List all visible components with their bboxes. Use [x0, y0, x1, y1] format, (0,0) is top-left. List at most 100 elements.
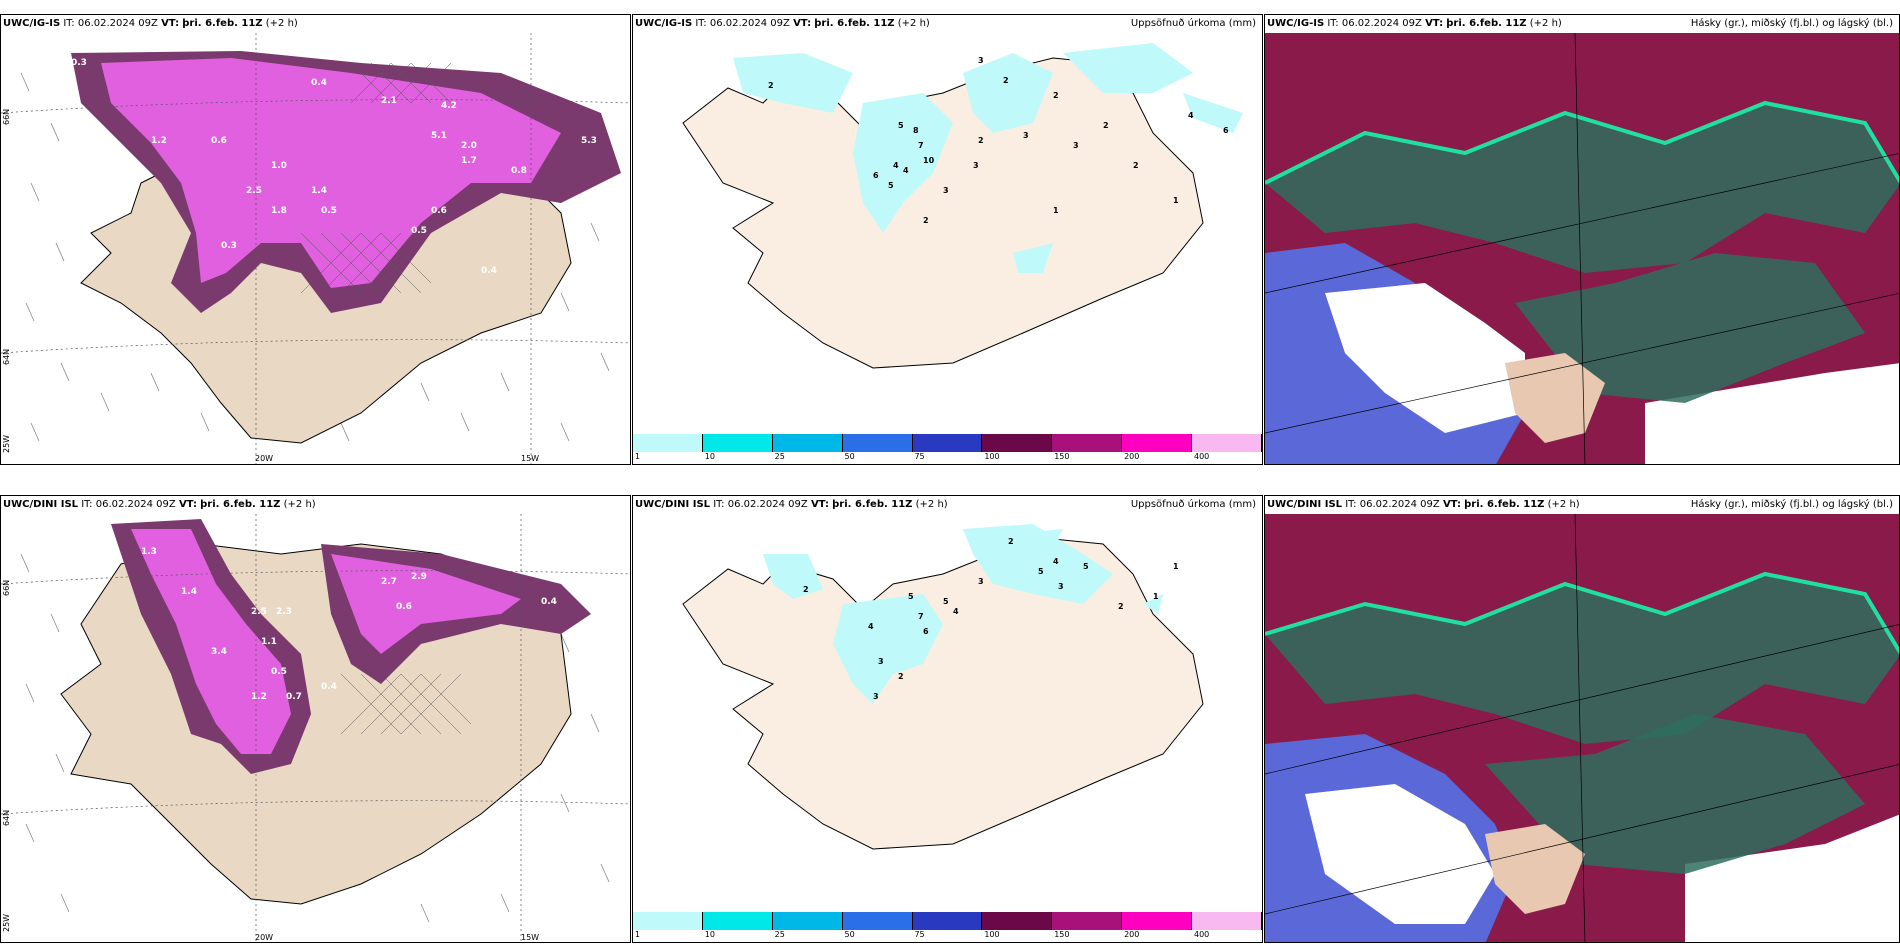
precip-areas	[763, 524, 1163, 704]
precip-label: 4	[893, 161, 899, 170]
colorbar-labels: 1 10 25 50 75 100 150 200 400	[633, 452, 1262, 464]
snow-band-bright	[131, 529, 291, 754]
snow-label: 5.1	[431, 131, 447, 141]
precip-label: 4	[1053, 557, 1059, 566]
precip-label: 3	[943, 186, 949, 195]
snow-label: 2.1	[381, 96, 397, 106]
mid-clouds	[1485, 714, 1865, 874]
precip-label: 5	[898, 121, 904, 130]
colorbar-tick-label: 50	[844, 930, 855, 939]
graticule	[1, 514, 630, 942]
precip-areas	[733, 43, 1243, 273]
lon-label-25: 25W	[2, 914, 11, 932]
graticule	[1265, 514, 1899, 942]
colorbar-tick-label: 100	[984, 452, 1000, 461]
colorbar-tick-label: 75	[914, 452, 925, 461]
snow-label: 4.2	[441, 101, 457, 111]
snow-label: 1.7	[461, 156, 477, 166]
panel-clouds-top: UWC/IG-IS IT: 06.02.2024 09Z VT: þri. 6.…	[1264, 14, 1900, 465]
precip-label: 1	[1173, 562, 1179, 571]
panel-clouds-bottom: UWC/DINI ISL IT: 06.02.2024 09Z VT: þri.…	[1264, 495, 1900, 943]
snow-label: 2.3	[276, 607, 292, 617]
land-visible	[1505, 353, 1605, 443]
precip-label: 2	[978, 136, 984, 145]
graticule	[1, 33, 630, 464]
cloud-map	[1265, 33, 1899, 464]
snow-band-bright	[331, 554, 521, 654]
colorbar-tick-label: 100	[984, 930, 1000, 939]
precip-label: 2	[1118, 602, 1124, 611]
snow-label: 1.4	[311, 186, 327, 196]
lat-label-66: 66N	[2, 109, 11, 125]
colorbar-tick-label: 10	[704, 930, 715, 939]
colorbar-swatch	[982, 434, 1053, 452]
precip-label: 3	[1073, 141, 1079, 150]
precip-label: 2	[803, 585, 809, 594]
colorbar-swatch	[842, 912, 913, 930]
mid-clouds-edge	[1265, 571, 1899, 655]
precip-label: 3	[973, 161, 979, 170]
precip-label: 3	[1058, 582, 1064, 591]
colorbar-swatch	[1192, 912, 1262, 930]
snow-label: 2.0	[461, 141, 477, 151]
precip-label: 4	[953, 607, 959, 616]
panel-precip-bottom: UWC/DINI ISL IT: 06.02.2024 09Z VT: þri.…	[632, 495, 1263, 943]
precip-label: 2	[1008, 537, 1014, 546]
wind-snow-map: 0.3 0.4 2.9 1.2 0.6 2.1 2.5 1.8 0.5 1.0 …	[1, 33, 630, 464]
precip-label: 6	[873, 171, 879, 180]
panel-header: UWC/IG-IS IT: 06.02.2024 09Z VT: þri. 6.…	[635, 18, 1256, 29]
precip-label: 4	[903, 166, 909, 175]
colorbar-swatch	[772, 434, 843, 452]
precip-label: 6	[923, 627, 929, 636]
panel-header: UWC/DINI ISL IT: 06.02.2024 09Z VT: þri.…	[635, 499, 1256, 510]
colorbar-swatch	[1052, 434, 1123, 452]
colorbar-tick-label: 1	[634, 452, 640, 461]
panel-precip-top: UWC/IG-IS IT: 06.02.2024 09Z VT: þri. 6.…	[632, 14, 1263, 465]
mid-clouds	[1515, 253, 1865, 403]
panel-wind-snow-bottom: UWC/DINI ISL IT: 06.02.2024 09Z VT: þri.…	[0, 495, 631, 943]
colorbar-swatch	[702, 434, 773, 452]
snow-label: 2.5	[251, 607, 267, 617]
precip-label: 3	[1023, 131, 1029, 140]
precip-label: 6	[1223, 126, 1229, 135]
snow-label: 0.8	[511, 166, 527, 176]
snow-label: 1.8	[271, 206, 287, 216]
precip-label: 10	[923, 156, 935, 165]
iceland-land	[682, 57, 1204, 369]
precip-label: 2	[923, 216, 929, 225]
colorbar-labels: 1 10 25 50 75 100 150 200 400	[633, 930, 1262, 942]
snow-label: 1.2	[251, 692, 267, 702]
snow-label: 2.7	[381, 577, 397, 587]
precip-label: 3	[873, 692, 879, 701]
lon-label-20: 20W	[255, 933, 273, 942]
snow-label: 1.1	[261, 637, 277, 647]
colorbar-swatch	[633, 434, 703, 452]
snow-label: 0.5	[271, 667, 287, 677]
precip-label: 1	[1053, 206, 1059, 215]
wind-barbs	[20, 553, 610, 923]
precip-label: 8	[913, 126, 919, 135]
land-visible	[1485, 824, 1585, 914]
colorbar-tick-label: 150	[1054, 930, 1070, 939]
hatching	[300, 62, 452, 294]
precip-label: 1	[1153, 592, 1159, 601]
colorbar-tick-label: 25	[774, 452, 785, 461]
wind-snow-map: 1.3 2.5 2.3 3.4 0.5 1.2 0.7 2.7 2.9 0.6 …	[1, 514, 630, 942]
panel-title: Hásky (gr.), miðský (fj.bl.) og lágský (…	[1690, 18, 1893, 29]
panel-header: UWC/DINI ISL IT: 06.02.2024 09Z VT: þri.…	[3, 499, 316, 510]
clear-area	[1685, 814, 1899, 942]
precip-label: 2	[898, 672, 904, 681]
snow-label: 0.3	[221, 241, 237, 251]
snow-label: 2.5	[246, 186, 262, 196]
colorbar-swatch	[1192, 434, 1262, 452]
precip-label: 3	[978, 56, 984, 65]
colorbar-tick-label: 400	[1193, 930, 1210, 939]
precip-map: 3 2 2 5 7 8 10 4 3 6 5 4 2 3 2 3 2 2 1 2…	[633, 33, 1262, 433]
precip-label: 2	[1133, 161, 1139, 170]
colorbar-swatch	[912, 434, 983, 452]
snow-label: 2.9	[411, 54, 427, 64]
panel-title: Uppsöfnuð úrkoma (mm)	[1130, 18, 1256, 29]
wind-barbs	[20, 72, 610, 442]
lat-label-64: 64N	[2, 349, 11, 365]
panel-header: UWC/IG-IS IT: 06.02.2024 09Z VT: þri. 6.…	[3, 18, 298, 29]
